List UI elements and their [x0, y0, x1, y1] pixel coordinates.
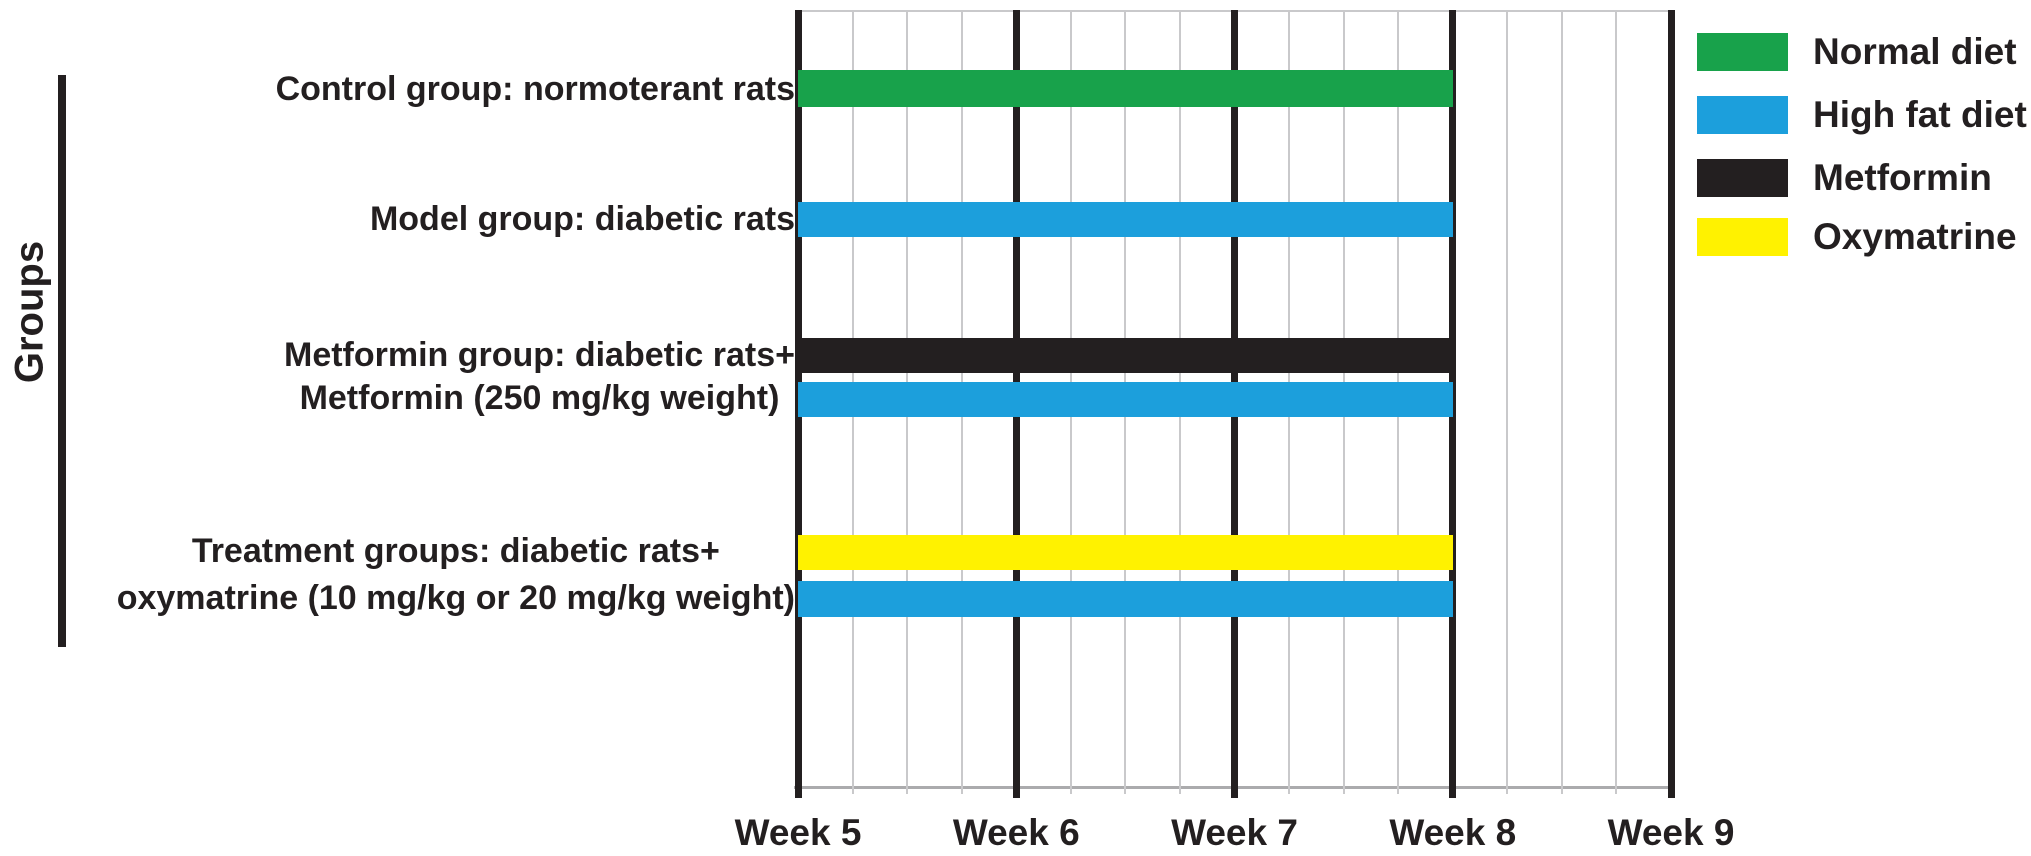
bar-high-fat-diet — [798, 581, 1453, 617]
x-tick-label: Week 7 — [1171, 812, 1298, 853]
group-label: Metformin group: diabetic rats+ Metformin… — [284, 334, 795, 420]
legend-swatch-normal-diet — [1697, 33, 1788, 71]
group-label-line: Treatment groups: diabetic rats+ — [191, 532, 720, 570]
x-tick-label: Week 8 — [1389, 812, 1517, 853]
group-label-line: Metformin (250 mg/kg weight) — [299, 379, 780, 417]
y-axis-bracket-line — [58, 75, 66, 647]
week-gridline — [1449, 10, 1457, 798]
plot-area — [794, 10, 1675, 798]
bar-oxymatrine — [798, 535, 1453, 570]
minor-gridline — [1615, 10, 1618, 794]
bar-normal-diet — [798, 70, 1453, 107]
bar-metformin — [798, 338, 1453, 373]
legend-swatch-metformin — [1697, 159, 1788, 197]
x-tick-label: Week 6 — [952, 812, 1080, 853]
legend-label: Normal diet — [1813, 31, 2017, 72]
x-tick-label: Week 5 — [734, 812, 862, 853]
group-label-line: oxymatrine (10 mg/kg or 20 mg/kg weight) — [116, 579, 795, 617]
week-gridline — [1667, 10, 1675, 798]
legend-swatch-oxymatrine — [1697, 218, 1788, 256]
group-label-line: Metformin group: diabetic rats+ — [284, 336, 795, 374]
minor-gridline — [1506, 10, 1509, 794]
legend-swatch-high-fat-diet — [1697, 96, 1788, 134]
minor-gridline — [1560, 10, 1563, 794]
group-label: Treatment groups: diabetic rats+ oxymatri… — [117, 528, 795, 622]
bar-high-fat-diet — [798, 382, 1453, 417]
bar-high-fat-diet — [798, 202, 1453, 237]
x-tick-label: Week 9 — [1607, 812, 1735, 853]
legend-label: Oxymatrine — [1813, 216, 2017, 257]
y-axis-label: Groups — [7, 240, 52, 384]
group-label: Control group: normoterant rats — [276, 67, 795, 111]
group-label: Model group: diabetic rats — [370, 197, 795, 241]
group-label-line: Model group: diabetic rats — [369, 200, 795, 238]
legend-label: High fat diet — [1813, 94, 2027, 135]
group-label-line: Control group: normoterant rats — [275, 70, 795, 108]
legend-label: Metformin — [1813, 157, 1992, 198]
